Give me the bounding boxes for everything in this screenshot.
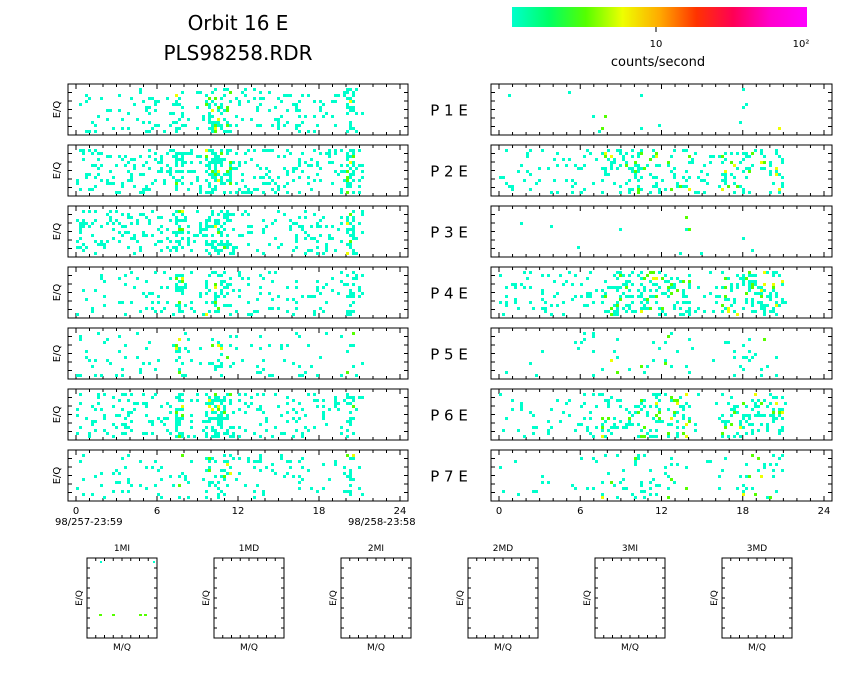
x-tick-left-18: 18 bbox=[313, 506, 326, 517]
mass-ylabel: E/Q bbox=[710, 590, 720, 606]
panel-left-7 bbox=[67, 449, 409, 502]
mass-ylabel: E/Q bbox=[583, 590, 593, 606]
mass-xlabel: M/Q bbox=[240, 643, 258, 653]
spectrogram-panels: E/Q P 1 E E/Q P 2 E E/Q P 3 E E/Q P 4 E E/Q P 5 E… bbox=[52, 83, 833, 517]
mass-ylabel: E/Q bbox=[329, 590, 339, 606]
mass-xlabel: M/Q bbox=[621, 643, 639, 653]
colorbar bbox=[512, 7, 807, 27]
colorbar-tick-max: 10² bbox=[793, 39, 810, 50]
x-tick-left-6: 6 bbox=[154, 506, 160, 517]
panel-left-5 bbox=[67, 327, 409, 380]
panel-right-1 bbox=[490, 83, 833, 136]
row-label-3: P 3 E bbox=[430, 224, 468, 242]
mass-xlabel: M/Q bbox=[748, 643, 766, 653]
panel-left-2 bbox=[67, 144, 409, 197]
end-time-label: 98/258-23:58 bbox=[348, 517, 416, 528]
ylabel-eq: E/Q bbox=[52, 345, 63, 363]
panel-right-2 bbox=[490, 144, 833, 197]
x-tick-right-12: 12 bbox=[655, 506, 668, 517]
mass-panel-title: 2MI bbox=[368, 544, 384, 554]
mass-ylabel: E/Q bbox=[202, 590, 212, 606]
mass-panel-title: 1MI bbox=[114, 544, 130, 554]
mass-panel-title: 1MD bbox=[239, 544, 259, 554]
x-tick-right-24: 24 bbox=[818, 506, 831, 517]
ylabel-eq: E/Q bbox=[52, 101, 63, 119]
x-tick-left-12: 12 bbox=[232, 506, 245, 517]
row-label-7: P 7 E bbox=[430, 468, 468, 486]
colorbar-label: counts/second bbox=[611, 55, 705, 70]
mass-panel-3MI: 3MI E/Q M/Q bbox=[583, 544, 666, 653]
x-tick-left-0: 0 bbox=[73, 506, 79, 517]
mass-panel-1MD: 1MD E/Q M/Q bbox=[202, 544, 285, 653]
panel-left-6 bbox=[67, 388, 409, 441]
x-tick-right-18: 18 bbox=[736, 506, 749, 517]
row-label-6: P 6 E bbox=[430, 407, 468, 425]
mass-panel-1MI: 1MI E/Q M/Q bbox=[75, 544, 158, 653]
mass-xlabel: M/Q bbox=[367, 643, 385, 653]
mass-xlabel: M/Q bbox=[494, 643, 512, 653]
colorbar-tick-mid: 10 bbox=[650, 39, 663, 50]
x-tick-right-6: 6 bbox=[577, 506, 583, 517]
x-tick-right-0: 0 bbox=[496, 506, 502, 517]
ylabel-eq: E/Q bbox=[52, 406, 63, 424]
row-label-4: P 4 E bbox=[430, 285, 468, 303]
mass-ylabel: E/Q bbox=[75, 590, 85, 606]
panel-right-5 bbox=[490, 327, 833, 380]
panel-right-4 bbox=[490, 266, 833, 319]
mass-panel-title: 3MD bbox=[747, 544, 767, 554]
panel-left-1 bbox=[67, 83, 409, 136]
ylabel-eq: E/Q bbox=[52, 284, 63, 302]
figure-title: Orbit 16 E bbox=[188, 11, 289, 35]
figure-subtitle: PLS98258.RDR bbox=[163, 41, 312, 65]
panel-right-6 bbox=[490, 388, 833, 441]
panel-left-4 bbox=[67, 266, 409, 319]
row-label-5: P 5 E bbox=[430, 346, 468, 364]
mass-panel-title: 2MD bbox=[493, 544, 513, 554]
mass-xlabel: M/Q bbox=[113, 643, 131, 653]
ylabel-eq: E/Q bbox=[52, 223, 63, 241]
row-label-2: P 2 E bbox=[430, 163, 468, 181]
mass-panels: 1MI E/Q M/Q 1MD E/Q M/Q 2MI E/Q M/Q 2MD E/Q M/Q 3MI E… bbox=[75, 544, 793, 653]
mass-ylabel: E/Q bbox=[456, 590, 466, 606]
panel-right-7 bbox=[490, 449, 833, 502]
ylabel-eq: E/Q bbox=[52, 467, 63, 485]
row-label-1: P 1 E bbox=[430, 102, 468, 120]
ylabel-eq: E/Q bbox=[52, 162, 63, 180]
mass-panel-title: 3MI bbox=[622, 544, 638, 554]
mass-panel-2MI: 2MI E/Q M/Q bbox=[329, 544, 412, 653]
panel-left-3 bbox=[67, 205, 409, 258]
panel-right-3 bbox=[490, 205, 833, 258]
x-tick-left-24: 24 bbox=[394, 506, 407, 517]
mass-panel-3MD: 3MD E/Q M/Q bbox=[710, 544, 793, 653]
start-time-label: 98/257-23:59 bbox=[55, 517, 123, 528]
mass-panel-2MD: 2MD E/Q M/Q bbox=[456, 544, 539, 653]
